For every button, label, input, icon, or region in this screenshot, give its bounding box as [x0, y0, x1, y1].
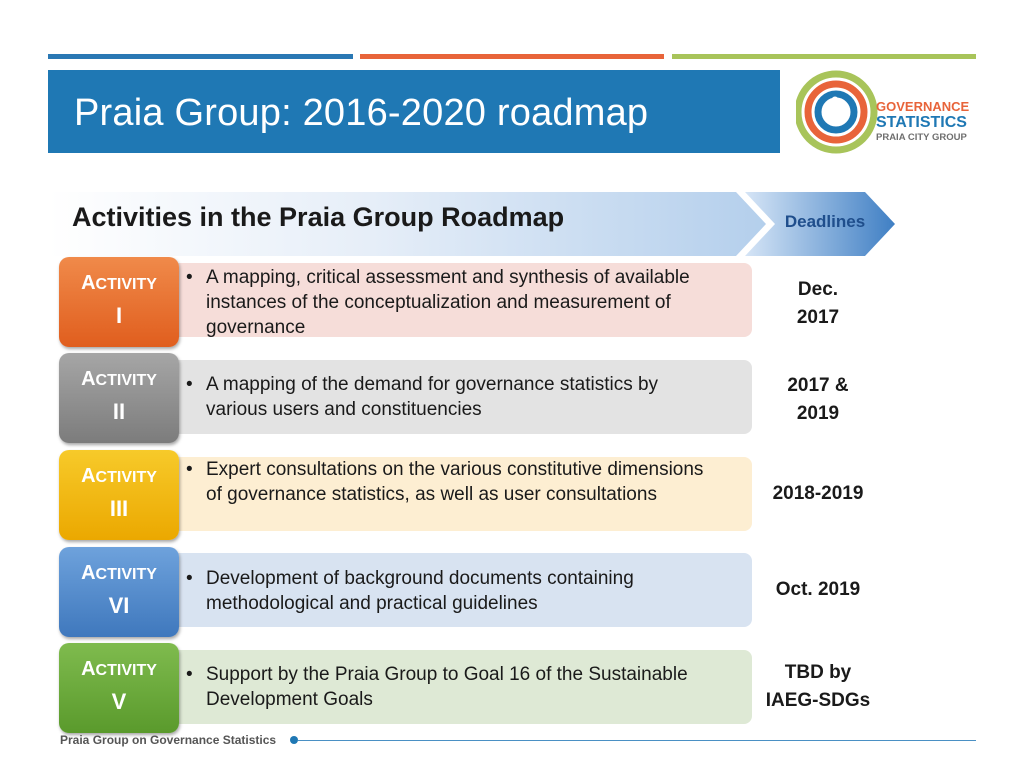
footer-text: Praia Group on Governance Statistics: [60, 733, 277, 747]
activity-5-bullet: • Support by the Praia Group to Goal 16 …: [186, 662, 712, 712]
bullet-dot-icon: •: [186, 374, 193, 395]
activity-3-tab: ACTIVITY III: [59, 450, 179, 540]
activity-5-content: • Support by the Praia Group to Goal 16 …: [150, 650, 752, 724]
activity-5-text: Support by the Praia Group to Goal 16 of…: [206, 664, 688, 710]
logo-line-2: STATISTICS: [876, 114, 967, 131]
deadlines-label: Deadlines: [784, 212, 866, 231]
activity-number: III: [109, 496, 129, 521]
activity-1-bullet: • A mapping, critical assessment and syn…: [186, 265, 712, 340]
bullet-dot-icon: •: [186, 664, 193, 685]
activity-word: ACTIVITY: [81, 272, 157, 294]
activity-4-bullet: • Development of background documents co…: [186, 566, 712, 616]
activity-3-content: • Expert consultations on the various co…: [150, 457, 752, 531]
activity-number: VI: [108, 593, 130, 618]
logo-rings-icon: [794, 70, 878, 154]
bullet-dot-icon: •: [186, 459, 193, 480]
top-accent-bar-blue: [48, 54, 353, 59]
activity-word: ACTIVITY: [81, 658, 157, 680]
activity-word: ACTIVITY: [81, 562, 157, 584]
bullet-dot-icon: •: [186, 568, 193, 589]
activity-3-bullet: • Expert consultations on the various co…: [186, 457, 712, 507]
activity-number: V: [111, 689, 127, 714]
activity-2-deadline: 2017 & 2019: [787, 375, 849, 424]
activities-banner-arrow: [48, 192, 766, 256]
activity-5-deadline: TBD by IAEG-SDGs: [765, 662, 871, 711]
activity-1-deadline: Dec. 2017: [796, 279, 840, 328]
activity-4-content: • Development of background documents co…: [150, 553, 752, 627]
title-banner: Praia Group: 2016-2020 roadmap: [48, 70, 780, 153]
activity-word: ACTIVITY: [81, 368, 157, 390]
activity-4-text: Development of background documents cont…: [206, 568, 634, 614]
governance-statistics-logo: GOVERNANCE STATISTICS PRAIA CITY GROUP: [794, 68, 976, 156]
logo-line-1: GOVERNANCE: [876, 99, 970, 114]
activity-1-text: A mapping, critical assessment and synth…: [206, 267, 690, 338]
activity-number: I: [115, 303, 123, 328]
activity-1-content: • A mapping, critical assessment and syn…: [150, 263, 752, 340]
logo-line-3: PRAIA CITY GROUP: [876, 132, 967, 143]
activity-1-tab: ACTIVITY I: [59, 257, 179, 347]
footer-divider: [298, 740, 976, 741]
deadlines-arrow: [745, 192, 895, 256]
activity-3-text: Expert consultations on the various cons…: [206, 459, 704, 505]
activity-2-text: A mapping of the demand for governance s…: [206, 374, 659, 420]
activity-4-deadline: Oct. 2019: [775, 579, 861, 600]
top-accent-bar-green: [672, 54, 976, 59]
activity-3-deadline: 2018-2019: [772, 483, 864, 504]
slide-title: Praia Group: 2016-2020 roadmap: [74, 92, 649, 134]
activity-2-content: • A mapping of the demand for governance…: [150, 360, 752, 434]
top-accent-bar-orange: [360, 54, 664, 59]
activity-word: ACTIVITY: [81, 465, 157, 487]
banner-title: Activities in the Praia Group Roadmap: [72, 202, 565, 232]
bullet-dot-icon: •: [186, 267, 193, 288]
activity-2-bullet: • A mapping of the demand for governance…: [186, 372, 712, 422]
activity-number: II: [112, 399, 126, 424]
activity-4-tab: ACTIVITY VI: [59, 547, 179, 637]
footer-dot-icon: [290, 736, 298, 744]
activity-5-tab: ACTIVITY V: [59, 643, 179, 733]
activity-2-tab: ACTIVITY II: [59, 353, 179, 443]
